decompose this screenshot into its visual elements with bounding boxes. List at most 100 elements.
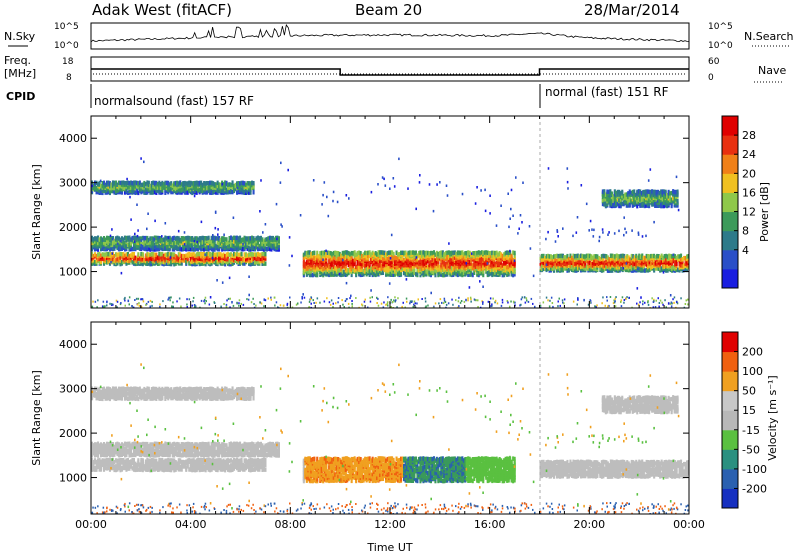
power-scatter bbox=[598, 235, 601, 239]
power-cell bbox=[188, 261, 191, 266]
power-cell bbox=[153, 180, 156, 186]
power-cell bbox=[506, 265, 509, 270]
power-cell bbox=[153, 189, 156, 195]
power-cell bbox=[246, 246, 249, 251]
power-cell bbox=[426, 253, 429, 258]
power-cell bbox=[197, 181, 200, 186]
power-cell bbox=[173, 235, 176, 241]
power-cell bbox=[191, 246, 194, 252]
power-cell bbox=[176, 255, 179, 260]
power-cell bbox=[215, 252, 218, 257]
power-cell bbox=[162, 237, 165, 242]
power-scatter bbox=[461, 192, 464, 196]
power-cell bbox=[344, 250, 347, 255]
power-cell bbox=[252, 190, 255, 195]
power-scatter bbox=[193, 239, 196, 243]
power-cell bbox=[233, 242, 236, 247]
power-cell bbox=[486, 271, 489, 276]
power-noise bbox=[358, 306, 360, 308]
power-cell bbox=[386, 256, 389, 262]
power-cell bbox=[270, 235, 273, 241]
power-cell bbox=[647, 261, 650, 267]
power-cell bbox=[94, 243, 97, 249]
power-cell bbox=[191, 242, 194, 248]
power-cell bbox=[452, 260, 455, 265]
power-cell bbox=[173, 240, 176, 246]
power-scatter bbox=[489, 212, 491, 215]
power-cell bbox=[353, 250, 356, 255]
power-cell bbox=[625, 192, 628, 197]
power-cell bbox=[648, 198, 651, 203]
power-cell bbox=[388, 255, 391, 261]
power-cell bbox=[206, 251, 209, 257]
power-cell bbox=[461, 271, 464, 276]
power-cell bbox=[209, 252, 212, 257]
power-cell bbox=[446, 272, 449, 277]
power-scatter bbox=[154, 219, 156, 223]
power-scatter bbox=[593, 228, 595, 232]
power-cell bbox=[465, 253, 468, 259]
power-cell bbox=[420, 266, 423, 271]
power-cell bbox=[230, 252, 233, 257]
power-cell bbox=[623, 253, 626, 259]
power-scatter bbox=[260, 179, 262, 182]
power-cell bbox=[161, 251, 164, 257]
power-cell bbox=[553, 268, 556, 273]
power-cell bbox=[391, 255, 394, 260]
power-cell bbox=[200, 236, 203, 241]
power-cell bbox=[186, 181, 189, 186]
power-scatter bbox=[624, 227, 626, 231]
power-cell bbox=[173, 245, 176, 250]
power-cell bbox=[373, 263, 376, 268]
power-cell bbox=[152, 236, 155, 241]
power-cell bbox=[489, 250, 492, 256]
power-cell bbox=[200, 185, 203, 191]
power-scatter bbox=[280, 161, 282, 165]
power-cell bbox=[212, 235, 215, 241]
power-cell bbox=[660, 189, 663, 194]
power-scatter bbox=[675, 175, 678, 179]
power-cell bbox=[123, 258, 126, 263]
power-cell bbox=[143, 235, 146, 241]
power-cell bbox=[479, 263, 482, 268]
power-noise bbox=[438, 302, 440, 305]
power-cell bbox=[630, 253, 633, 259]
power-cell bbox=[443, 252, 446, 257]
power-cell bbox=[627, 263, 630, 269]
power-cell bbox=[437, 267, 440, 273]
power-cell bbox=[675, 258, 678, 263]
power-cell bbox=[419, 264, 422, 269]
power-scatter bbox=[528, 225, 531, 228]
power-cell bbox=[209, 242, 212, 247]
power-noise bbox=[606, 299, 608, 302]
power-cell bbox=[646, 189, 649, 194]
power-cell bbox=[186, 252, 189, 257]
power-cell bbox=[650, 261, 653, 267]
power-cell bbox=[234, 182, 237, 188]
power-cell bbox=[498, 272, 501, 277]
power-cell bbox=[233, 235, 236, 241]
power-cell bbox=[331, 262, 334, 268]
power-cell bbox=[677, 254, 680, 259]
power-cell bbox=[261, 240, 264, 245]
power-cell bbox=[670, 197, 673, 202]
power-cell bbox=[146, 243, 149, 249]
power-cell bbox=[185, 260, 188, 265]
power-cell bbox=[474, 264, 477, 269]
power-cell bbox=[507, 259, 510, 265]
power-cell bbox=[141, 182, 144, 187]
power-cell bbox=[612, 198, 615, 203]
power-cell bbox=[639, 266, 642, 272]
power-cell bbox=[168, 245, 171, 251]
power-cell bbox=[656, 253, 659, 259]
power-cell bbox=[587, 264, 590, 270]
power-scatter bbox=[116, 242, 119, 245]
power-cell bbox=[461, 265, 464, 271]
power-cell bbox=[633, 255, 636, 260]
power-scatter bbox=[510, 207, 512, 211]
power-scatter bbox=[465, 262, 468, 265]
power-cell bbox=[607, 189, 610, 195]
power-cell bbox=[632, 254, 635, 259]
power-cell bbox=[539, 255, 542, 260]
power-cell bbox=[539, 260, 542, 265]
